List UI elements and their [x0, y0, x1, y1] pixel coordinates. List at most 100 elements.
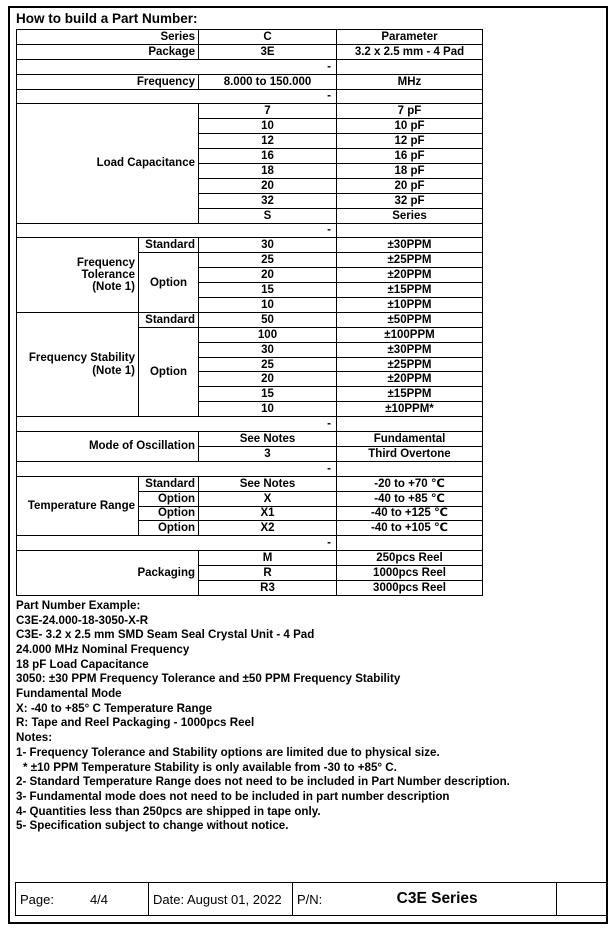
part-table-cell: 20 [198, 371, 337, 388]
text-line: Part Number Example: [16, 598, 141, 612]
part-table-cell: 250pcs Reel [336, 550, 483, 567]
part-table-cell: R3 [198, 579, 337, 596]
table-row: 3 Third Overtone [17, 445, 483, 462]
part-table-cell: R [198, 565, 337, 581]
part-table-cell: Option [138, 505, 199, 522]
part-table-cell: Mode of Oscillation [16, 431, 199, 462]
part-table-cell: X2 [198, 520, 337, 537]
part-table-cell [336, 535, 483, 552]
part-table-cell: 7 pF [336, 103, 483, 120]
part-number-example-block: Part Number Example: C3E-24.000-18-3050-X… [16, 599, 602, 834]
table-row: - [16, 88, 483, 105]
part-table-cell: C [198, 29, 337, 45]
part-table-cell: 10 [198, 297, 337, 313]
part-table-cell: Standard [138, 237, 199, 254]
table-row: Option 100 ±100PPM [17, 326, 483, 418]
table-row: Option X2 -40 to +105 ℃ [17, 520, 483, 537]
table-row: - [16, 58, 483, 75]
text-line: 5- Specification subject to change witho… [16, 819, 289, 833]
table-row: Frequency Stability (Note 1) Standard 50 ±5… [16, 311, 483, 418]
part-table-cell: 15 [198, 386, 337, 403]
footer-pn-cell: P/N: C3E Series [292, 882, 557, 916]
part-table-cell: X [198, 490, 337, 507]
part-table-cell: - [16, 222, 337, 239]
table-row: 20 ±20PPM [17, 267, 483, 284]
part-table-cell: - [16, 416, 337, 433]
part-table-cell: 16 pF [336, 148, 483, 165]
part-table-cell: 32 pF [336, 192, 483, 209]
part-table-cell: Option [138, 490, 199, 507]
part-table-cell: 20 [198, 267, 337, 284]
part-table-cell: -40 to +125 ℃ [336, 505, 483, 522]
part-table-cell: Frequency Tolerance (Note 1) [16, 237, 139, 313]
part-table-cell: Standard [138, 475, 199, 492]
page-title: How to build a Part Number: [16, 11, 198, 26]
table-row: 32 32 pF [17, 192, 483, 209]
footer-table: Page: 4/4 Date: August 01, 2022 P/N: C3E… [15, 882, 608, 916]
part-table-cell: 8.000 to 150.000 [198, 73, 337, 90]
part-table-cell: ±50PPM [336, 311, 483, 328]
part-table-cell: 18 [198, 163, 337, 179]
part-table-cell: See Notes [198, 475, 337, 492]
part-table-cell [336, 88, 483, 105]
table-row: 15 ±15PPM [17, 282, 483, 299]
part-number-table: Series C Parameter Package 3E 3.2 x 2.5 mm - … [16, 29, 483, 596]
part-table-cell [336, 222, 483, 239]
text-line: X: -40 to +85° C Temperature Range [16, 701, 213, 715]
table-row: Package 3E 3.2 x 2.5 mm - 4 Pad [16, 43, 483, 60]
part-table-cell: 25 [198, 252, 337, 269]
part-table-cell: Standard [138, 311, 199, 328]
part-table-cell: Third Overtone [336, 445, 483, 462]
table-row: 20 20 pF [17, 177, 483, 194]
part-table-cell: Load Capacitance [16, 103, 199, 224]
text-line: * ±10 PPM Temperature Stability is only … [23, 760, 397, 774]
table-row: Series C Parameter [16, 29, 483, 45]
part-table-cell: - [16, 88, 337, 105]
part-table-cell: 3E [198, 43, 337, 60]
part-table-cell: Series [336, 207, 483, 224]
part-table-cell: 18 pF [336, 163, 483, 179]
part-table-cell: 7 [198, 103, 337, 120]
text-line: R: Tape and Reel Packaging - 1000pcs Ree… [16, 716, 255, 730]
text-line: 3050: ±30 PPM Frequency Tolerance and ±5… [16, 672, 401, 686]
part-table-cell: 25 [198, 356, 337, 373]
part-table-cell: 3.2 x 2.5 mm - 4 Pad [336, 43, 483, 60]
part-table-cell: ±15PPM [336, 282, 483, 299]
table-row: - [16, 416, 483, 433]
text-line: 18 pF Load Capacitance [16, 657, 149, 671]
table-row: - [16, 222, 483, 239]
part-table-cell: Package [16, 43, 199, 60]
table-row: R3 3000pcs Reel [17, 579, 483, 596]
part-table-cell: 20 pF [336, 177, 483, 194]
text-line: 3- Fundamental mode does not need to be … [16, 789, 450, 803]
footer-empty-cell [556, 882, 608, 916]
footer-pn-value: C3E Series [396, 890, 478, 907]
table-row: 15 ±15PPM [17, 386, 483, 403]
footer-pn-label: P/N: [297, 891, 323, 907]
text-line: 24.000 MHz Nominal Frequency [16, 642, 190, 656]
text-line: 2- Standard Temperature Range does not n… [16, 775, 510, 789]
text-line: Fundamental Mode [16, 687, 122, 701]
part-table-cell: -40 to +85 ℃ [336, 490, 483, 507]
part-table-cell: 20 [198, 177, 337, 194]
table-row: Packaging M 250pcs Reel [16, 550, 483, 596]
part-table-cell: Series [16, 29, 199, 45]
part-table-cell: X1 [198, 505, 337, 522]
page-border-frame: How to build a Part Number: Series C Param… [8, 6, 608, 924]
part-table-cell: ±30PPM [336, 237, 483, 254]
part-table-cell: Fundamental [336, 431, 483, 447]
part-table-cell: 1000pcs Reel [336, 565, 483, 581]
part-table-cell: S [198, 207, 337, 224]
part-table-cell: - [16, 535, 337, 552]
part-table-cell [336, 58, 483, 75]
part-table-cell: ±100PPM [336, 326, 483, 343]
table-row: - [16, 460, 483, 477]
part-table-cell: Packaging [16, 550, 199, 596]
part-table-cell: ±25PPM [336, 252, 483, 269]
footer-page-value: 4/4 [89, 891, 109, 907]
table-row: 10 10 pF [17, 118, 483, 135]
part-table-cell: Option [138, 326, 199, 418]
table-row: Frequency Tolerance (Note 1) Standard 30 ±3… [16, 237, 483, 313]
part-table-cell: 3 [198, 445, 337, 462]
